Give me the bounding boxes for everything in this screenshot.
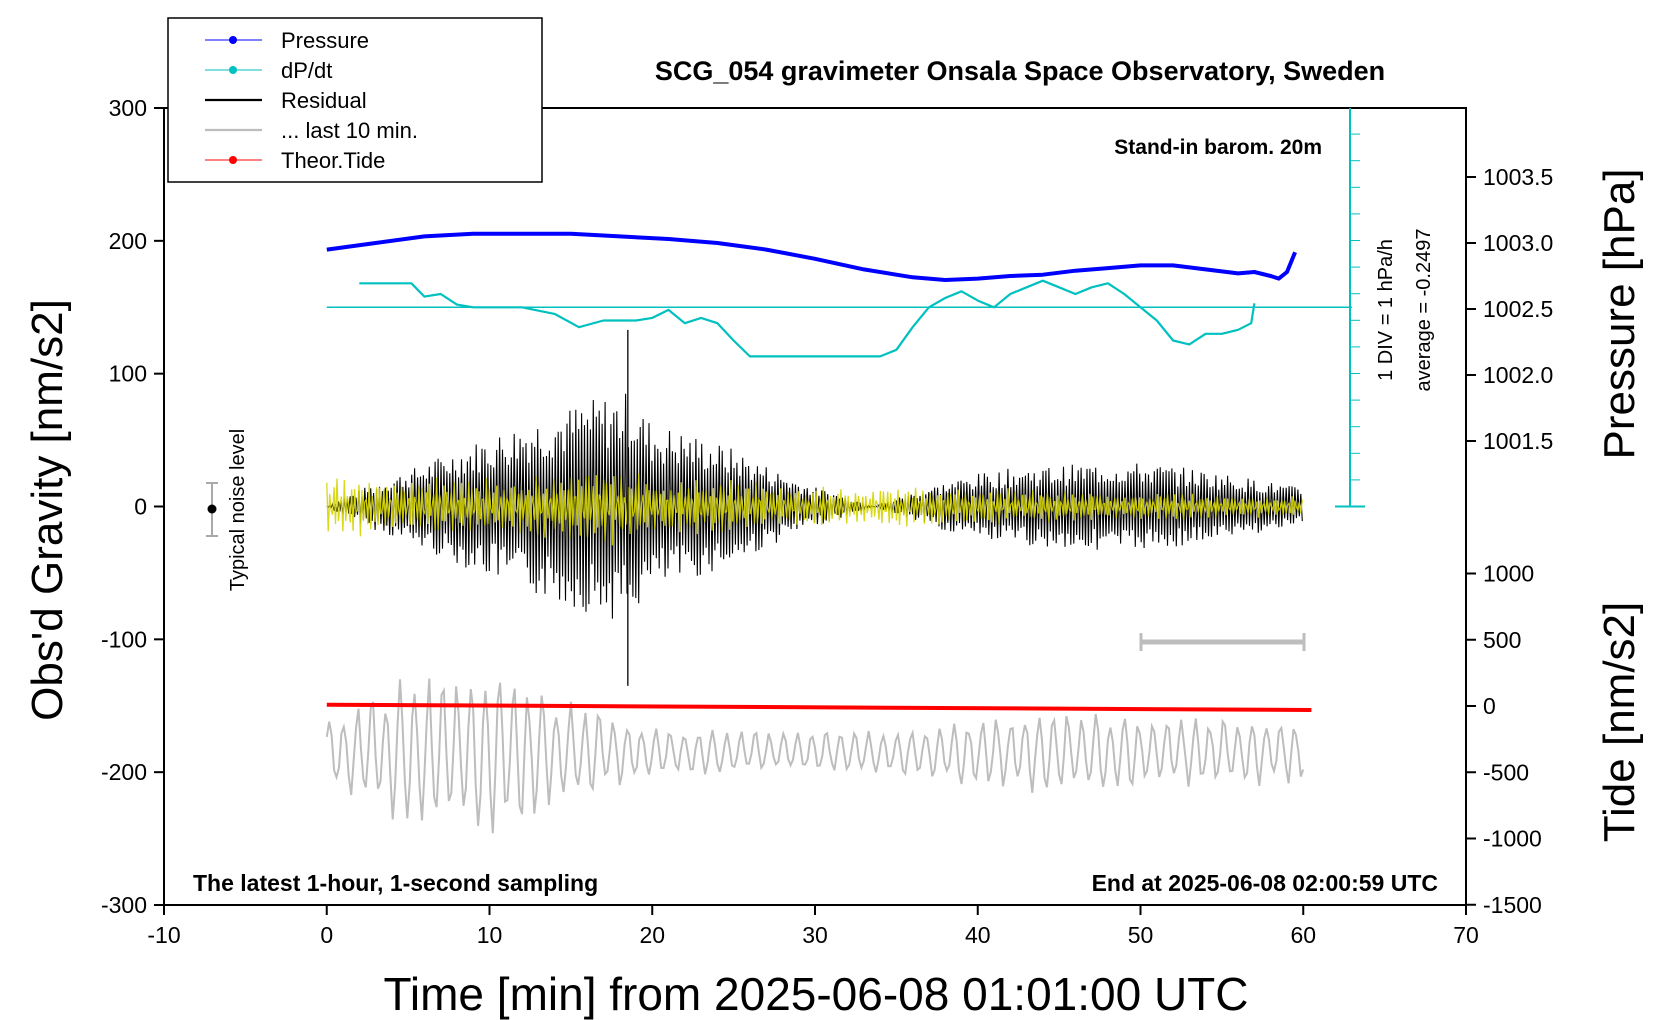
y-tick-label: 200	[109, 228, 147, 254]
pressure-axis-title: Pressure [hPa]	[1595, 168, 1644, 459]
barometer-note: Stand-in barom. 20m	[1114, 136, 1322, 159]
pressure-tick-label: 1002.0	[1483, 362, 1553, 388]
tide-axis-ticks: -1500 -1000 -500 0 500 1000	[1466, 561, 1542, 918]
y-tick-label: -200	[101, 759, 147, 785]
noise-level-marker	[206, 482, 218, 537]
y-tick-label: 0	[134, 494, 147, 520]
legend-label: Theor.Tide	[281, 148, 385, 173]
pressure-tick-label: 1003.0	[1483, 230, 1553, 256]
y-tick-label: -300	[101, 892, 147, 918]
legend-item: dP/dt	[205, 58, 332, 83]
legend-item: Theor.Tide	[205, 148, 385, 173]
tide-tick-label: -1500	[1483, 892, 1542, 918]
chart-title: SCG_054 gravimeter Onsala Space Observat…	[655, 56, 1385, 86]
dpdt-line	[359, 279, 1256, 358]
end-time-note: End at 2025-06-08 02:00:59 UTC	[1092, 870, 1438, 896]
x-tick-label: 60	[1290, 922, 1316, 948]
legend: Pressure dP/dt Residual ... last 10 min. The…	[167, 17, 543, 183]
tide-tick-label: -500	[1483, 759, 1529, 785]
pressure-tick-label: 1002.5	[1483, 296, 1553, 322]
tide-axis-title: Tide [nm/s2]	[1595, 602, 1644, 842]
legend-swatch-dot	[229, 66, 237, 74]
y-axis-title: Obs'd Gravity [nm/s2]	[23, 299, 72, 721]
legend-label: dP/dt	[281, 58, 332, 83]
residual-filtered-line	[326, 473, 1303, 546]
y-axis-ticks: -300 -200 -100 0 100 200 300	[101, 95, 164, 918]
pressure-line	[326, 231, 1297, 282]
div-note: 1 DIV = 1 hPa/h	[1375, 239, 1397, 381]
x-tick-label: 10	[477, 922, 503, 948]
pressure-axis-ticks: 1001.5 1002.0 1002.5 1003.0 1003.5	[1466, 164, 1553, 454]
ten-minute-scale-bar	[1139, 633, 1306, 651]
x-tick-label: 40	[965, 922, 991, 948]
legend-item: Pressure	[205, 28, 369, 53]
tide-tick-label: 500	[1483, 627, 1521, 653]
legend-label: Residual	[281, 88, 367, 113]
x-axis-title: Time [min] from 2025-06-08 01:01:00 UTC	[384, 968, 1249, 1020]
x-axis-ticks: -10 0 10 20 30 40 50 60 70	[147, 905, 1479, 948]
legend-swatch-dot	[229, 36, 237, 44]
legend-swatch-dot	[229, 156, 237, 164]
pressure-tick-label: 1001.5	[1483, 428, 1553, 454]
sampling-note: The latest 1-hour, 1-second sampling	[193, 870, 598, 896]
pressure-tick-label: 1003.5	[1483, 164, 1553, 190]
tide-tick-label: -1000	[1483, 826, 1542, 852]
y-tick-label: 300	[109, 95, 147, 121]
average-note: average = -0.2497	[1413, 229, 1435, 392]
series-layer	[325, 231, 1353, 834]
x-tick-label: 70	[1453, 922, 1479, 948]
x-tick-label: 50	[1128, 922, 1154, 948]
legend-label: ... last 10 min.	[281, 118, 418, 143]
legend-item: Residual	[205, 88, 367, 113]
x-tick-label: 20	[639, 922, 665, 948]
theoretical-tide-line	[326, 702, 1312, 712]
x-tick-label: 0	[320, 922, 333, 948]
x-tick-label: -10	[147, 922, 180, 948]
noise-level-label: Typical noise level	[227, 429, 249, 591]
tide-tick-label: 0	[1483, 693, 1496, 719]
last-ten-minutes-line	[325, 678, 1305, 834]
x-tick-label: 30	[802, 922, 828, 948]
y-tick-label: 100	[109, 361, 147, 387]
tide-tick-label: 1000	[1483, 561, 1534, 587]
legend-label: Pressure	[281, 28, 369, 53]
y-tick-label: -100	[101, 626, 147, 652]
legend-item: ... last 10 min.	[205, 118, 418, 143]
